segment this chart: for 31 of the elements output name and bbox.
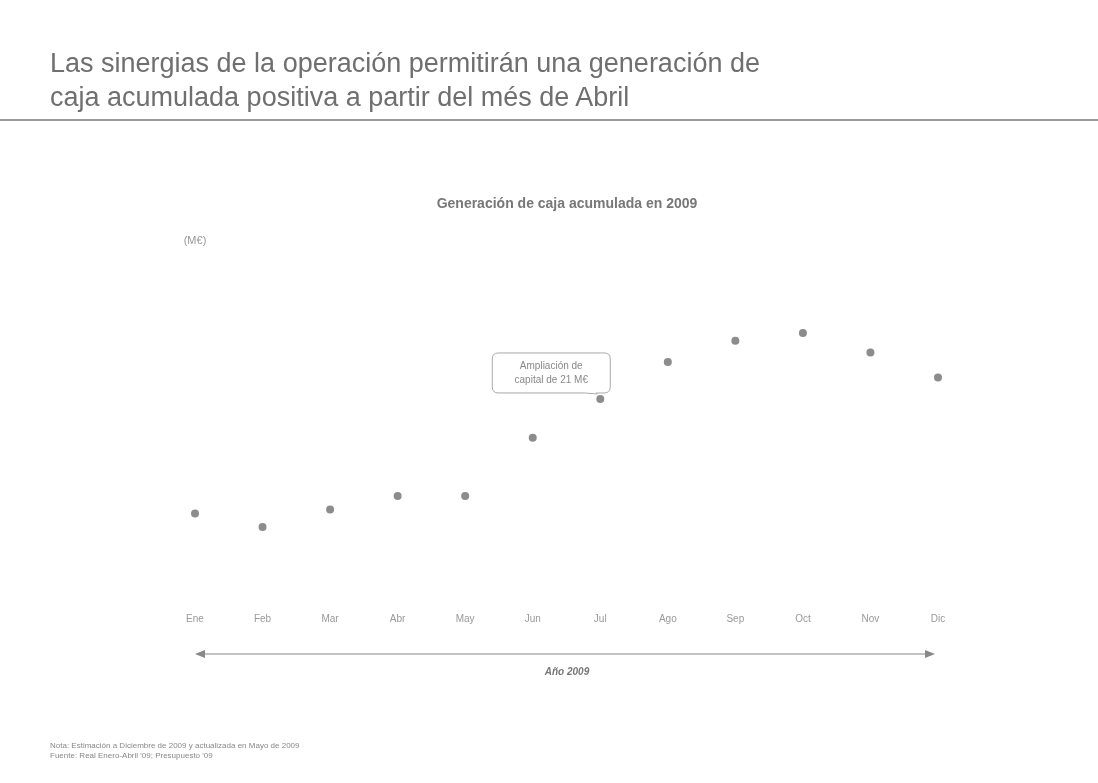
x-tick-label: Abr — [389, 613, 407, 624]
x-tick-label: Jun — [524, 613, 541, 624]
point — [866, 348, 875, 357]
text: Nota: Estimación a Diciembre de 2009 y actualizada en Mayo de 2009 — [50, 741, 301, 750]
x-tick-label: May — [455, 613, 475, 624]
text: (M€) — [183, 234, 207, 246]
x-tick-label: Mar — [321, 613, 340, 624]
x-tick-label: Ene — [186, 613, 205, 624]
point — [528, 433, 537, 442]
point — [191, 509, 199, 518]
point — [731, 336, 740, 345]
x-tick-label: Nov — [861, 613, 880, 624]
x-axis-title: Año 2009 — [543, 666, 590, 677]
point — [663, 358, 672, 367]
x-tick-label: Jul — [593, 613, 607, 624]
x-tick-label: Oct — [795, 613, 811, 624]
point — [326, 505, 335, 514]
source-note: Fuente: Real Enero-Abril '09; Presupuesto '09 — [50, 751, 214, 760]
x-tick-label: Ago — [658, 613, 678, 624]
x-tick-label: Sep — [726, 613, 745, 624]
x-tick-label: Dic — [930, 613, 946, 624]
chart-subtitle: Generación de caja acumulada en 2009 — [436, 195, 698, 211]
annotation: Ampliación de capital de 21 M€ — [514, 359, 589, 385]
chart-title: Las sinergias de la operación permitirán una generación de caja acumulada positiva a partir del més de Abril — [50, 48, 760, 112]
point — [258, 523, 267, 531]
x-tick-label: Feb — [253, 613, 272, 624]
point — [798, 329, 807, 337]
point — [461, 491, 470, 500]
point — [393, 491, 402, 500]
point — [934, 373, 942, 382]
point — [596, 394, 605, 403]
